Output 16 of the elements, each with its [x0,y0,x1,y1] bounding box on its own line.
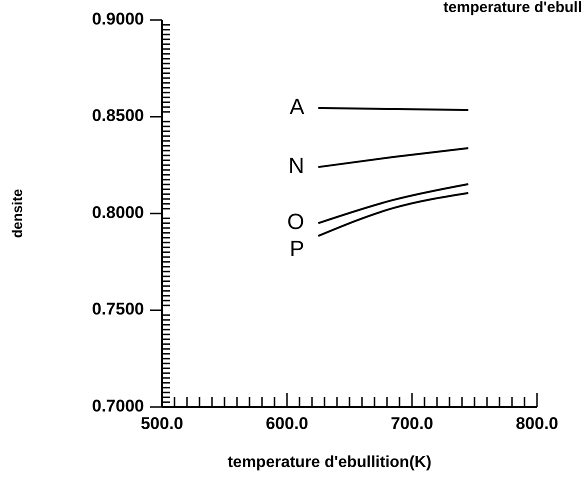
y-tick-label: 0.7000 [92,396,144,416]
x-tick-label: 600.0 [266,414,308,433]
y-tick-label: 0.8000 [92,202,144,222]
series-label: O [287,208,304,234]
chart-title: temperature d'ebull [443,0,582,16]
series-label: N [288,152,304,178]
x-tick-label: 800.0 [516,414,558,433]
series-label: A [290,94,305,119]
y-axis-title: densite [9,188,25,238]
series-label: P [290,236,304,261]
x-axis-title: temperature d'ebullition(K) [228,454,432,471]
x-tick-label: 700.0 [390,414,434,433]
y-tick-label: 0.8500 [92,106,144,126]
x-tick-label: 500.0 [140,414,184,433]
y-tick-label: 0.7500 [92,300,144,319]
y-tick-label: 0.9000 [92,9,144,28]
